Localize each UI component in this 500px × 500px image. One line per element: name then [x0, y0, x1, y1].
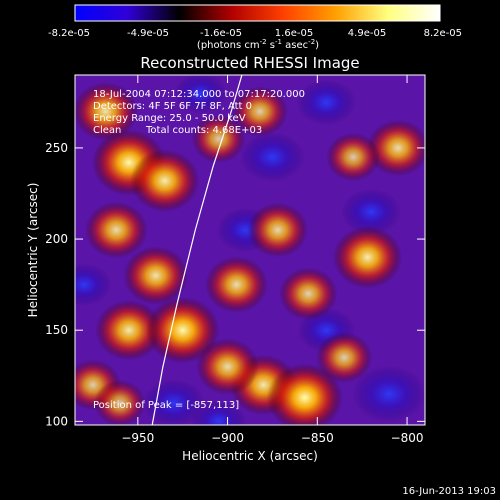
x-tick-label: −850	[301, 431, 334, 445]
clean-label: Clean	[93, 125, 121, 136]
dark-region	[75, 263, 112, 306]
bright-source	[145, 296, 220, 364]
time-range-text: 18-Jul-2004 07:12:34.000 to 07:17:20.000	[93, 89, 305, 100]
y-tick-label: 200	[45, 232, 68, 246]
energy-range-text: Energy Range: 25.0 - 50.0 keV	[93, 113, 246, 124]
bright-source	[231, 86, 288, 137]
bright-source	[75, 82, 139, 141]
colorbar-tick-label: -1.6e-05	[200, 28, 242, 39]
solar-limb-line	[151, 75, 243, 425]
bright-source	[130, 149, 200, 212]
bright-source	[95, 299, 163, 361]
y-tick-label: 150	[45, 323, 68, 337]
colorbar-tick-label: 4.9e-05	[348, 28, 386, 39]
colorbar-tick-label: -4.9e-05	[127, 28, 169, 39]
colorbar-tick-label: 8.2e-05	[424, 28, 462, 39]
colorbar-units: (photons cm-2 s-1 asec-2)	[197, 38, 319, 51]
dark-region	[240, 132, 305, 182]
x-tick-label: −900	[211, 431, 244, 445]
dark-region	[191, 400, 247, 425]
bright-source	[326, 132, 381, 182]
dark-region	[341, 188, 402, 235]
plot-frame	[74, 74, 426, 426]
bright-source	[332, 226, 403, 289]
peak-position-text: Position of Peak = [-857,113]	[93, 400, 239, 411]
bright-source	[316, 332, 373, 383]
x-tick-label: −800	[391, 431, 424, 445]
bright-source	[123, 246, 189, 305]
colorbar-ticks: -8.2e-05 -4.9e-05 -1.6e-05 1.6e-05 4.9e-05 8.…	[48, 28, 462, 39]
dark-region	[296, 79, 357, 126]
colorbar	[74, 4, 441, 22]
detectors-text: Detectors: 4F 5F 6F 7F 8F, Att 0	[93, 101, 252, 112]
x-axis-label: Heliocentric X (arcsec)	[182, 449, 318, 463]
bright-source	[196, 338, 259, 395]
bright-source	[84, 201, 148, 259]
bright-source	[279, 267, 338, 321]
total-counts-text: Total counts: 4.68E+03	[145, 125, 262, 136]
bright-source	[205, 256, 268, 313]
bright-source	[247, 202, 309, 258]
y-axis-label: Heliocentric Y (arcsec)	[26, 183, 40, 318]
dark-region	[352, 365, 425, 423]
bright-source	[191, 114, 246, 164]
chart-title: Reconstructed RHESSI Image	[140, 54, 359, 72]
y-tick-label: 100	[45, 414, 68, 428]
bright-source	[93, 379, 146, 425]
dark-region	[174, 75, 228, 114]
footer-timestamp: 16-Jun-2013 19:03	[402, 486, 496, 497]
y-tick-label: 250	[45, 141, 68, 155]
colorbar-tick-label: -8.2e-05	[48, 28, 90, 39]
colorbar-tick-label: 1.6e-05	[275, 28, 313, 39]
axis-ticks: −950 −900 −850 −800 100 150 200 250	[45, 75, 425, 445]
bright-source	[266, 363, 343, 425]
bright-source	[366, 119, 425, 177]
x-tick-label: −950	[121, 431, 154, 445]
bright-sources	[75, 82, 425, 425]
heatmap-image	[75, 75, 425, 425]
info-annotations: 18-Jul-2004 07:12:34.000 to 07:17:20.000…	[93, 89, 305, 411]
